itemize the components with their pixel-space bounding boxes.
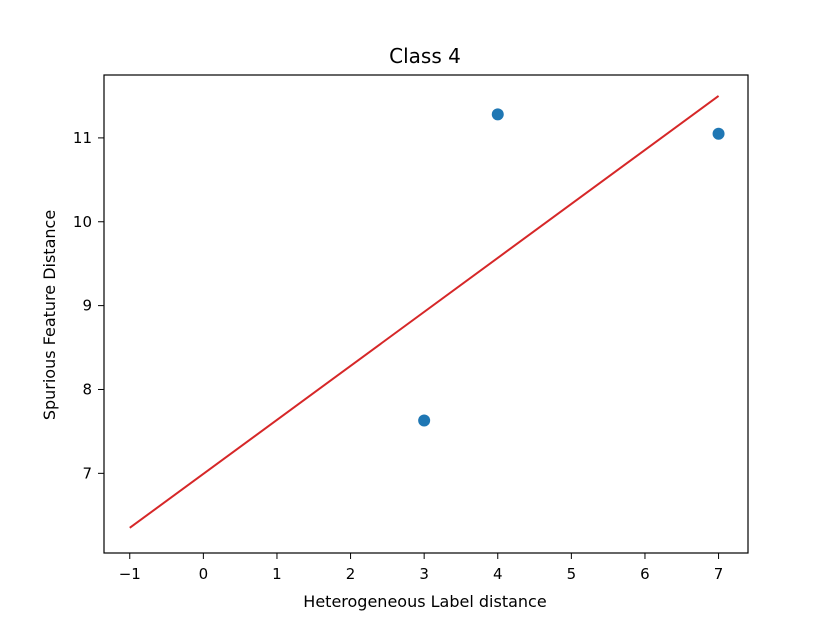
data-point-1 bbox=[418, 414, 431, 427]
y-tick-label: 11 bbox=[73, 129, 92, 147]
y-tick-label: 10 bbox=[73, 213, 92, 231]
x-tick-label: 4 bbox=[493, 565, 503, 583]
chart-title: Class 4 bbox=[389, 44, 461, 68]
axes: −1 0 1 2 3 4 5 6 7 7 8 9 10 11 bbox=[73, 74, 749, 583]
y-tick-label: 9 bbox=[82, 297, 92, 315]
x-tick-label: 1 bbox=[272, 565, 282, 583]
x-tick-label: 0 bbox=[199, 565, 209, 583]
x-tick-label: −1 bbox=[119, 565, 141, 583]
x-tick-label: 7 bbox=[714, 565, 724, 583]
y-tick-label: 7 bbox=[82, 464, 92, 482]
x-tick-label: 3 bbox=[419, 565, 429, 583]
data-point-3 bbox=[712, 127, 725, 140]
y-tick-label: 8 bbox=[82, 380, 92, 398]
fit-line bbox=[129, 95, 720, 529]
plot-frame bbox=[103, 74, 749, 554]
x-tick-label: 2 bbox=[346, 565, 356, 583]
x-axis-label: Heterogeneous Label distance bbox=[303, 592, 546, 611]
y-axis-label: Spurious Feature Distance bbox=[40, 210, 59, 420]
x-tick-label: 6 bbox=[640, 565, 650, 583]
data-point-2 bbox=[491, 108, 504, 121]
plot-area bbox=[129, 95, 725, 529]
x-tick-label: 5 bbox=[567, 565, 577, 583]
